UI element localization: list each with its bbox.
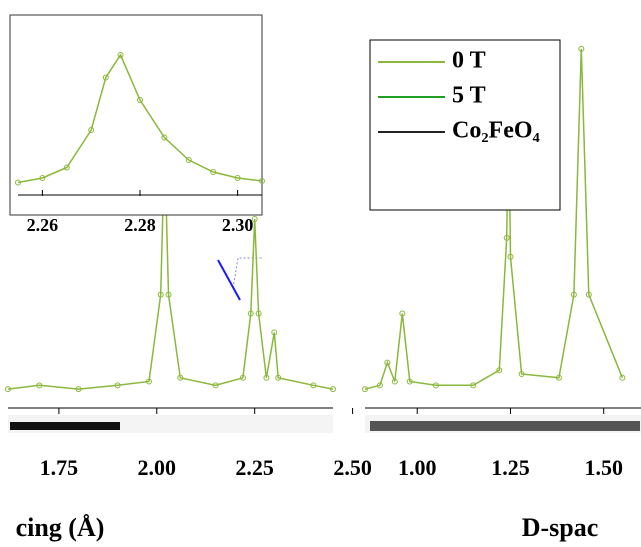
x-tick-label: 1.75 — [40, 455, 79, 480]
data-point — [117, 52, 124, 58]
data-point — [310, 382, 317, 389]
data-point — [518, 370, 525, 377]
data-point — [5, 386, 11, 393]
arrow — [217, 259, 241, 301]
legend-box — [369, 39, 561, 211]
data-point — [165, 291, 172, 298]
data-point — [185, 157, 192, 163]
data-point — [255, 310, 262, 317]
x-tick-label: 1.00 — [398, 455, 437, 480]
data-point — [619, 374, 626, 381]
data-point — [570, 291, 577, 298]
data-point — [239, 374, 246, 381]
data-point — [88, 127, 95, 133]
data-point — [330, 386, 336, 393]
x-tick-label: 1.25 — [491, 455, 530, 480]
inset-frame — [9, 14, 263, 216]
x-tick-label: 2.30 — [222, 215, 254, 235]
reflection-ticks — [10, 422, 120, 430]
data-point — [102, 74, 109, 81]
data-point — [507, 253, 514, 260]
x-tick-label: 2.00 — [138, 455, 177, 480]
x-tick-label: 2.25 — [235, 455, 274, 480]
data-point — [212, 382, 219, 389]
data-point — [161, 134, 168, 141]
data-point — [114, 382, 121, 389]
data-point — [555, 374, 562, 381]
data-point — [384, 359, 391, 366]
x-axis-label: cing (Å) — [16, 513, 105, 542]
data-point — [406, 378, 413, 385]
legend-label: 5 T — [452, 83, 486, 109]
data-point — [585, 291, 592, 298]
data-line — [364, 48, 624, 390]
data-line — [17, 53, 263, 184]
data-point — [275, 374, 282, 381]
reflection-ticks — [370, 421, 640, 431]
data-point — [210, 169, 217, 175]
data-point — [263, 374, 270, 381]
x-tick-label: 2.26 — [27, 215, 59, 235]
legend-label: 0 T — [452, 48, 486, 74]
data-point — [432, 382, 439, 389]
data-point — [75, 386, 82, 393]
data-point — [362, 386, 368, 393]
data-point — [39, 175, 46, 181]
data-point — [63, 164, 70, 171]
x-axis-label: D-spac — [522, 513, 599, 542]
x-tick-label: 2.50 — [333, 455, 372, 480]
data-point — [15, 179, 21, 186]
data-point — [496, 367, 503, 374]
data-point — [36, 382, 43, 389]
data-point — [234, 175, 241, 181]
data-point — [391, 378, 398, 385]
data-point — [503, 234, 510, 241]
data-line — [7, 143, 334, 390]
data-point — [177, 374, 184, 381]
x-tick-label: 2.28 — [124, 215, 156, 235]
x-tick-label: 1.50 — [584, 455, 623, 480]
data-point — [137, 97, 143, 103]
data-point — [251, 216, 258, 222]
data-point — [247, 310, 254, 317]
data-point — [259, 178, 265, 184]
data-point — [399, 310, 406, 317]
data-point — [157, 291, 164, 298]
legend-label: Co₂FeO₄ — [452, 118, 540, 144]
data-point — [578, 45, 585, 52]
data-point — [271, 329, 278, 336]
data-point — [145, 378, 152, 385]
data-point — [470, 382, 477, 389]
data-point — [376, 382, 383, 389]
